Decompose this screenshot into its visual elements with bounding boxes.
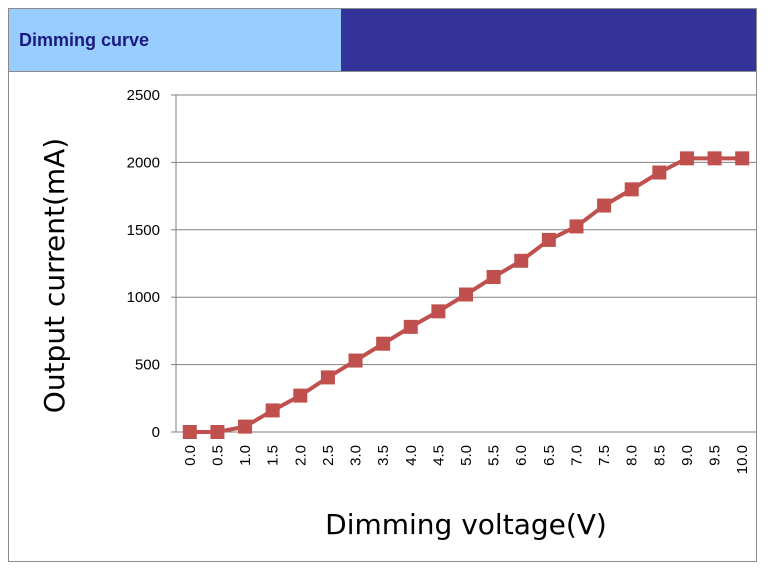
- chart-panel: Dimming curve: [8, 8, 757, 562]
- y-tick-label: 500: [135, 357, 160, 374]
- data-point: [348, 353, 363, 368]
- y-axis-label: Output current(mA): [38, 138, 71, 413]
- x-tick-label: 9.5: [707, 445, 724, 466]
- y-tick-label: 0: [152, 424, 160, 441]
- data-point: [376, 336, 391, 351]
- x-tick-label: 1.5: [265, 445, 282, 466]
- y-tick-label: 1000: [127, 289, 160, 306]
- data-point: [238, 419, 253, 434]
- gridlines: [171, 94, 756, 433]
- series-layer: [182, 151, 750, 439]
- data-point: [486, 269, 501, 284]
- y-tick-label: 1500: [127, 222, 160, 239]
- data-point: [652, 165, 667, 180]
- data-point: [459, 287, 473, 302]
- x-tick-label: 6.0: [513, 445, 530, 466]
- header-title-cell: Dimming curve: [9, 9, 341, 71]
- x-tick-label: 1.0: [237, 445, 254, 466]
- x-tick-label: 2.0: [292, 445, 309, 466]
- y-tick-label: 2000: [127, 154, 160, 171]
- header-divider: [9, 71, 756, 72]
- data-point: [320, 370, 335, 385]
- y-tick-label: 2500: [127, 87, 160, 104]
- x-tick-label: 0.0: [182, 445, 199, 466]
- x-tick-label: 8.0: [624, 445, 641, 466]
- x-tick-label: 5.5: [486, 445, 503, 466]
- data-point: [293, 388, 308, 403]
- data-point: [210, 425, 225, 439]
- x-tick-label: 0.5: [209, 445, 226, 466]
- x-tick-labels: 0.0 0.5 1.0 1.5 2.0 2.5 3.0 3.5 4.0 4.5 5.0 5.5 6.0 6…: [182, 445, 751, 474]
- x-tick-label: 8.5: [651, 445, 668, 466]
- x-tick-label: 10.0: [734, 445, 751, 474]
- chart-title: Dimming curve: [19, 29, 150, 50]
- x-tick-label: 6.5: [541, 445, 558, 466]
- data-point: [569, 219, 584, 234]
- data-point: [403, 319, 418, 334]
- x-tick-label: 7.0: [568, 445, 585, 466]
- data-point: [597, 198, 612, 213]
- x-tick-label: 3.5: [375, 445, 392, 466]
- x-tick-label: 3.0: [348, 445, 365, 466]
- x-tick-label: 9.0: [679, 445, 696, 466]
- data-point: [541, 232, 556, 247]
- x-tick-label: 4.5: [430, 445, 447, 466]
- chart-header: Dimming curve: [9, 9, 756, 71]
- x-tick-label: 5.0: [458, 445, 475, 466]
- x-tick-label: 7.5: [596, 445, 613, 466]
- x-tick-label: 4.0: [403, 445, 420, 466]
- x-axis-label: Dimming voltage(V): [325, 508, 607, 541]
- data-point: [182, 425, 197, 439]
- y-tick-labels: 0 500 1000 1500 2000 2500: [127, 87, 160, 441]
- data-point: [514, 253, 529, 268]
- data-point: [265, 403, 280, 418]
- data-point: [679, 151, 694, 166]
- x-tick-label: 2.5: [320, 445, 337, 466]
- header-fill-cell: [341, 9, 756, 71]
- data-point: [431, 304, 446, 319]
- data-point: [707, 151, 722, 166]
- data-point: [624, 182, 639, 197]
- data-point: [735, 151, 750, 166]
